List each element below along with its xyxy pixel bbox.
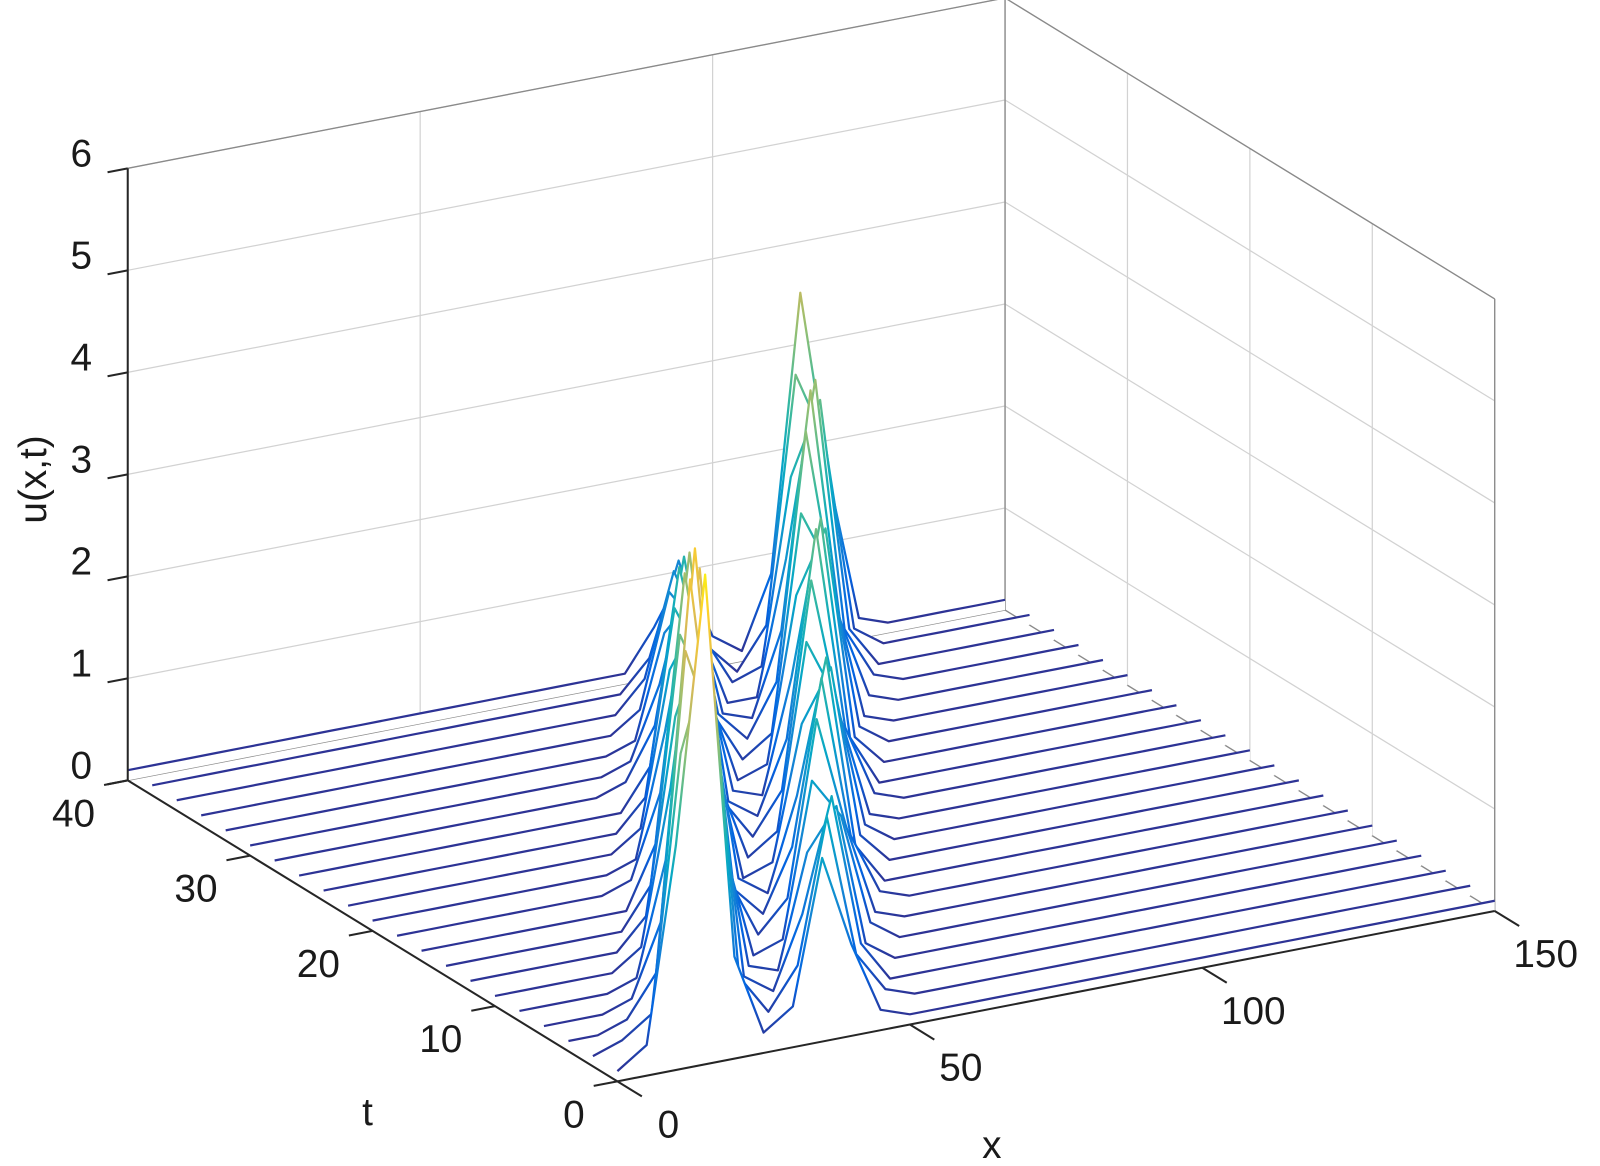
curve-mask — [617, 574, 1495, 1082]
axes: 0 50 100 150 0 10 20 30 40 0 1 2 3 4 5 6 — [52, 132, 1578, 1146]
z-tick-label: 3 — [70, 438, 92, 481]
grid-line — [127, 201, 1006, 373]
box-edge — [1007, 0, 1496, 300]
curve-mask — [176, 399, 1055, 811]
curve — [347, 528, 1226, 907]
t-tick-label: 20 — [297, 943, 340, 986]
curve — [200, 378, 1079, 817]
t-tick-label: 10 — [419, 1018, 462, 1061]
grid-line — [127, 99, 1006, 271]
curve — [127, 291, 1006, 772]
x-tick — [1494, 910, 1520, 927]
curve — [616, 573, 1495, 1072]
z-tick — [107, 371, 128, 378]
waterfall-line — [152, 373, 1030, 796]
x-tick-label: 100 — [1221, 990, 1286, 1033]
waterfall-line — [323, 517, 1202, 901]
z-tick-label: 5 — [70, 234, 92, 277]
z-tick — [107, 269, 128, 276]
curves — [127, 291, 1495, 1082]
curve — [176, 398, 1055, 802]
waterfall-line — [347, 528, 1226, 916]
waterfall-line — [616, 573, 1495, 1082]
waterfall-line — [298, 527, 1177, 886]
x-tick — [909, 1023, 935, 1041]
curve — [225, 389, 1104, 832]
z-tick-label: 2 — [70, 540, 92, 583]
curve-mask — [152, 374, 1030, 796]
z-tick — [107, 575, 128, 582]
x-tick-label: 150 — [1513, 933, 1578, 976]
curve — [445, 633, 1324, 967]
z-tick — [107, 167, 128, 174]
curve — [323, 517, 1202, 892]
z-axis-label: u(x,t) — [12, 435, 55, 523]
z-tick — [107, 473, 128, 480]
box-edge — [127, 0, 999, 169]
curve — [470, 628, 1349, 982]
grid-line — [127, 303, 1006, 475]
curve — [298, 527, 1177, 877]
curve — [152, 373, 1030, 787]
curve — [543, 578, 1422, 1028]
x-tick — [1201, 966, 1228, 984]
grid-line — [127, 507, 1006, 679]
t-tick-label: 30 — [174, 868, 217, 911]
t-tick — [593, 1080, 618, 1087]
curve — [372, 571, 1251, 922]
t-tick — [348, 929, 373, 937]
z-tick — [107, 677, 128, 684]
z-tick-label: 0 — [70, 744, 92, 787]
curve — [421, 572, 1300, 952]
x-tick-label: 0 — [658, 1103, 680, 1146]
z-tick-label: 4 — [70, 336, 92, 379]
t-tick-label: 0 — [563, 1093, 585, 1136]
t-axis-label: t — [362, 1091, 373, 1134]
z-tick-label: 6 — [70, 132, 92, 175]
x-tick — [616, 1080, 643, 1098]
grid-line — [127, 405, 1006, 577]
x-axis-line — [617, 909, 1495, 1083]
waterfall-line — [176, 398, 1055, 811]
x-tick-label: 50 — [939, 1047, 982, 1090]
t-tick — [471, 1005, 496, 1012]
t-tick-label: 40 — [52, 792, 95, 835]
z-tick-label: 1 — [70, 642, 92, 685]
curve-mask — [543, 579, 1422, 1037]
z-tick — [107, 779, 128, 786]
waterfall-line — [543, 578, 1422, 1037]
waterfall-line — [421, 572, 1300, 961]
x-axis-label: x — [982, 1124, 1001, 1166]
t-tick — [226, 854, 251, 862]
curve — [494, 567, 1373, 998]
